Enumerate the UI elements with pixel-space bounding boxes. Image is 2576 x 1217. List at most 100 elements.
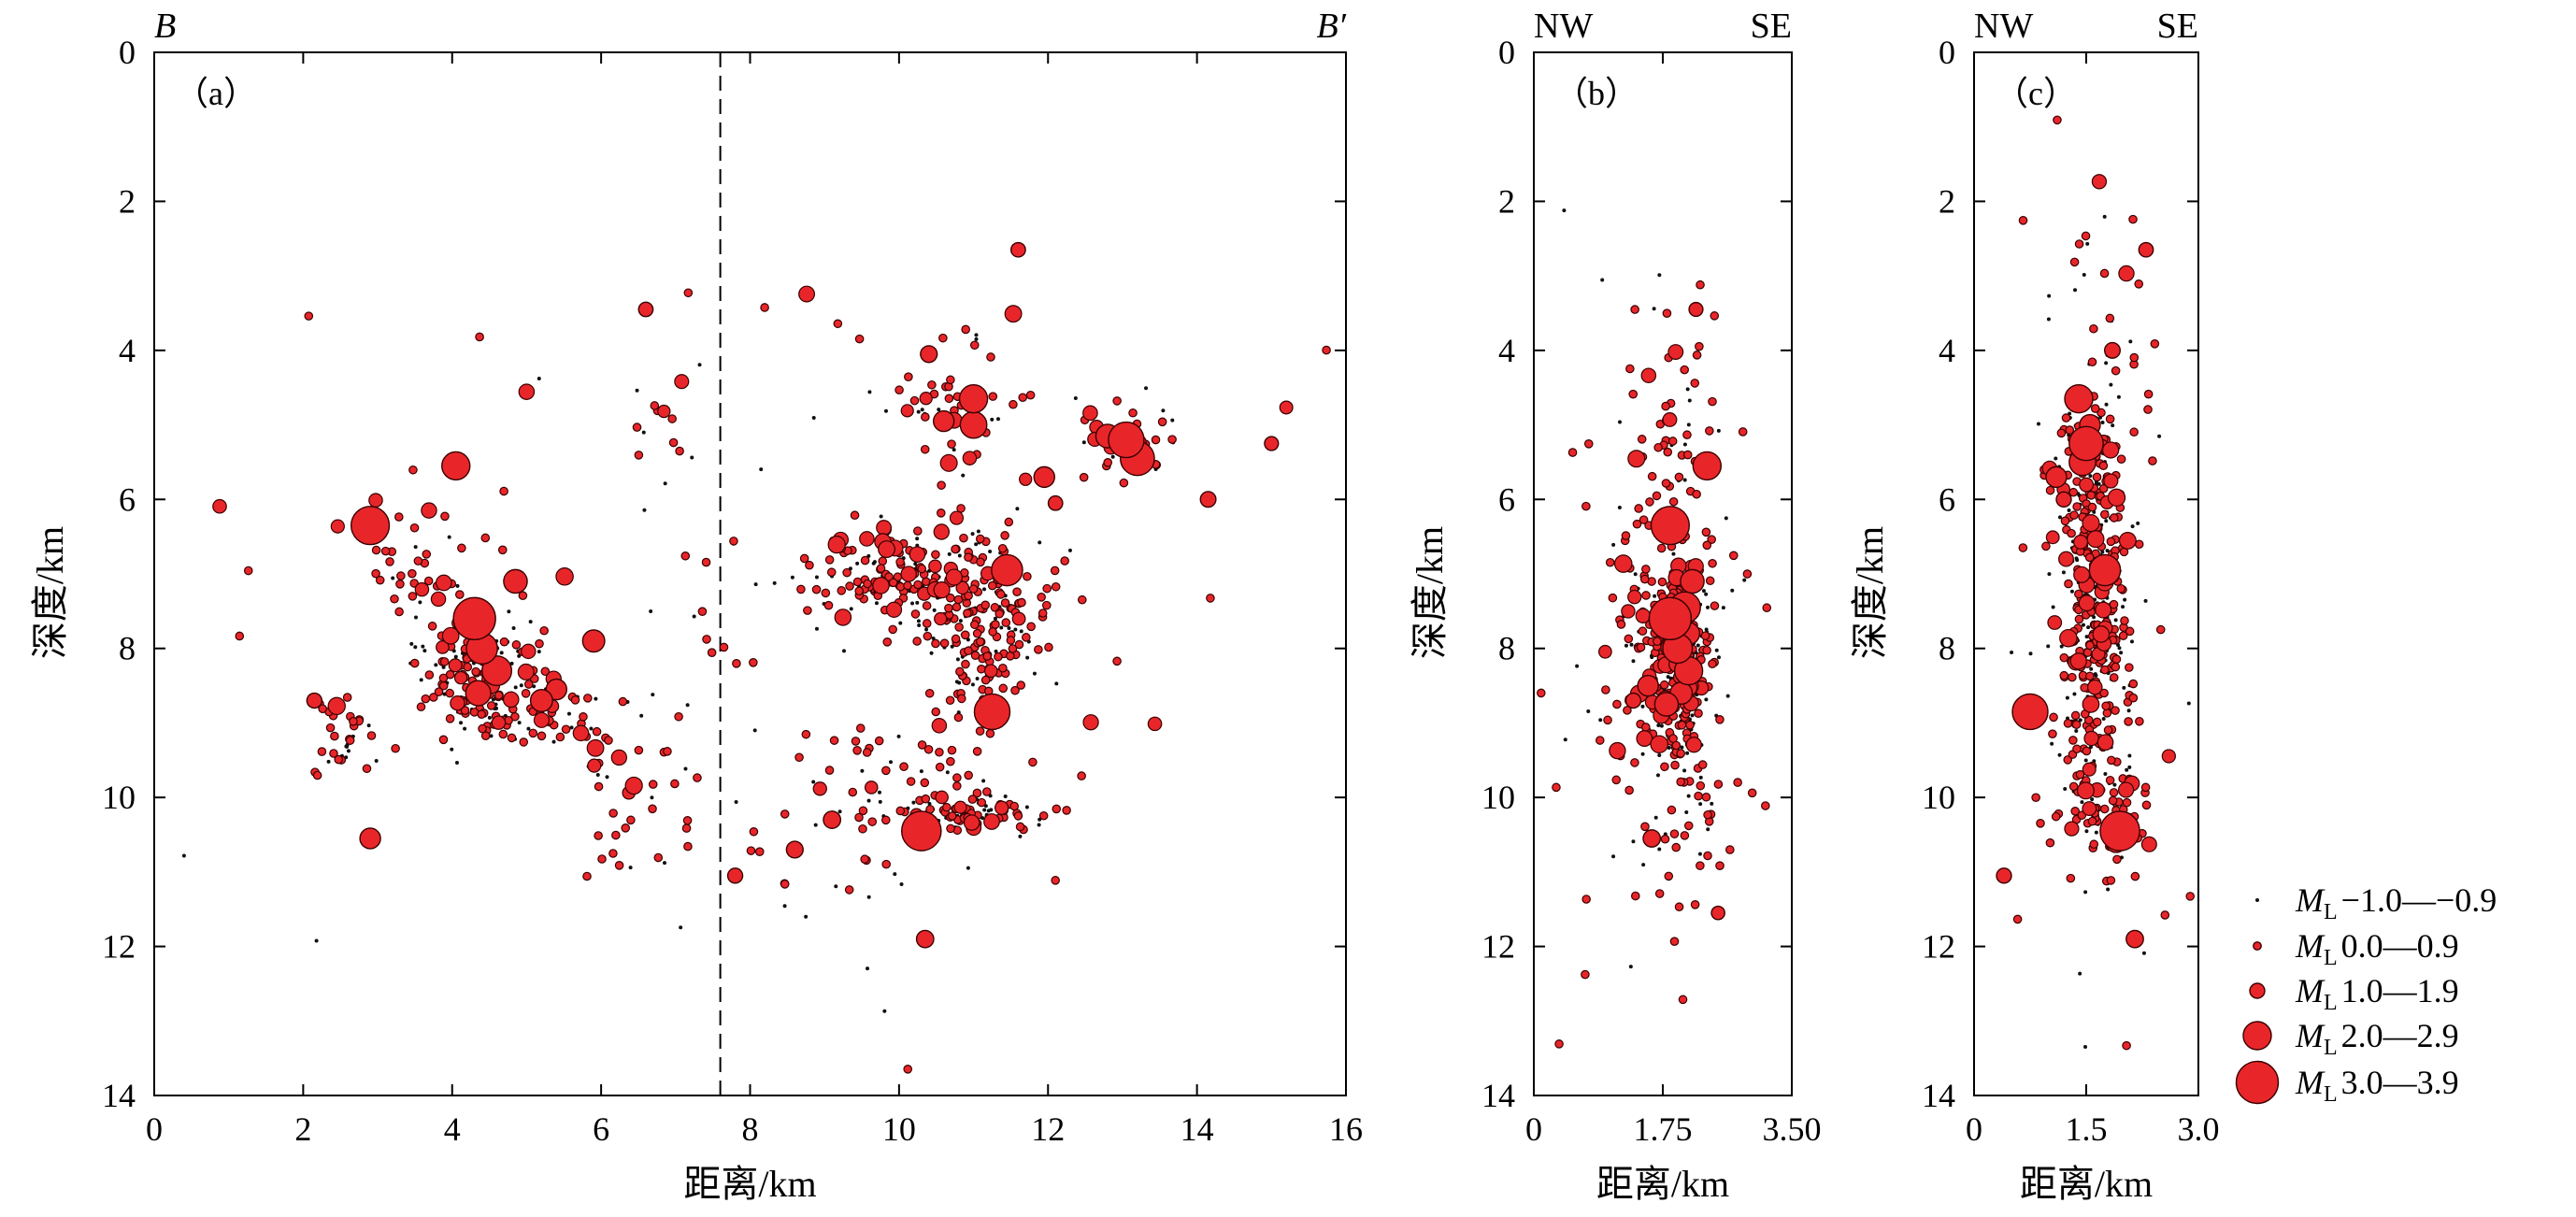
event-point (1694, 791, 1703, 801)
event-point (1696, 780, 1706, 791)
event-point (866, 798, 871, 803)
event-point (895, 806, 906, 816)
event-point (1705, 426, 1714, 436)
event-point (1021, 633, 1031, 642)
event-point (1026, 622, 1036, 632)
event-point (349, 717, 358, 726)
event-point (1742, 578, 1747, 582)
event-point (1671, 842, 1682, 852)
event-point (910, 601, 915, 606)
x-axis-label: 距离/km (2020, 1163, 2153, 1205)
event-point (2122, 1040, 2131, 1051)
event-point (964, 591, 973, 601)
y-tick-label: 4 (1498, 332, 1515, 369)
event-point (1009, 399, 1018, 409)
event-point (2140, 836, 2157, 852)
event-point (582, 694, 593, 703)
event-point (334, 754, 344, 765)
event-point (811, 584, 822, 594)
event-point (537, 731, 547, 741)
event-point (867, 817, 878, 826)
event-point (2136, 521, 2140, 525)
event-point (2056, 428, 2067, 438)
event-point (604, 736, 613, 745)
event-point (421, 694, 431, 704)
event-point (419, 678, 423, 682)
x-tick-label: 1.75 (1634, 1110, 1693, 1148)
event-point (1647, 471, 1657, 481)
event-point (964, 770, 973, 780)
event-point (235, 631, 245, 641)
event-point (586, 738, 605, 757)
event-point (499, 486, 508, 496)
y-tick-label: 2 (1939, 182, 1955, 220)
event-point (2082, 514, 2100, 533)
event-point (993, 616, 997, 621)
event-point (1680, 365, 1689, 375)
event-point (1038, 608, 1048, 618)
event-point (899, 881, 904, 886)
event-point (2104, 402, 2109, 407)
large-event-point (1688, 301, 1704, 318)
event-point (988, 549, 993, 553)
event-point (1025, 390, 1036, 400)
event-point (923, 631, 933, 641)
event-point (1631, 839, 1636, 844)
y-tick-label: 10 (1922, 779, 1955, 816)
event-point (2047, 615, 2063, 630)
event-point (1653, 442, 1663, 452)
event-point (909, 546, 926, 563)
event-point (975, 726, 985, 736)
event-point (454, 760, 459, 765)
event-point (928, 559, 942, 574)
event-point (2118, 631, 2128, 640)
large-event-point (1680, 568, 1705, 594)
event-point (2061, 413, 2071, 422)
large-event-point (1637, 674, 1659, 697)
event-point (946, 756, 955, 766)
event-point (913, 580, 923, 590)
event-point (2059, 652, 2069, 663)
event-point (1060, 556, 1069, 566)
legend-magnitude-subscript: L (2324, 991, 2338, 1015)
event-point (915, 600, 920, 605)
event-point (318, 704, 327, 714)
large-event-point (2103, 341, 2121, 359)
event-point (1003, 795, 1008, 799)
event-point (1631, 659, 1636, 664)
event-point (1007, 625, 1011, 630)
event-point (413, 615, 418, 620)
event-point (1608, 593, 1618, 603)
event-point (1621, 531, 1631, 540)
event-point (1079, 472, 1089, 482)
event-point (2072, 692, 2077, 696)
event-point (896, 734, 901, 738)
event-point (453, 670, 468, 685)
event-point (511, 640, 522, 650)
event-point (2073, 288, 2078, 293)
event-point (2076, 781, 2095, 800)
event-point (900, 566, 917, 582)
event-point (2105, 775, 2115, 785)
event-point (2059, 644, 2064, 649)
event-point (608, 809, 618, 818)
event-point (2028, 651, 2033, 656)
event-point (933, 581, 951, 599)
event-point (518, 383, 536, 400)
event-point (416, 702, 426, 712)
event-point (1279, 400, 1294, 415)
y-tick-label: 12 (1922, 928, 1955, 966)
event-point (2100, 420, 2105, 424)
event-point (2121, 605, 2125, 609)
event-point (874, 736, 884, 746)
large-event-point (2064, 383, 2094, 414)
event-point (1636, 642, 1646, 652)
event-point (821, 588, 831, 598)
legend-magnitude-subscript: L (2324, 946, 2338, 970)
event-point (1067, 548, 1072, 552)
event-point (471, 666, 480, 677)
event-point (864, 780, 879, 795)
event-point (911, 800, 916, 805)
event-point (2148, 456, 2157, 465)
event-point (1018, 393, 1028, 403)
